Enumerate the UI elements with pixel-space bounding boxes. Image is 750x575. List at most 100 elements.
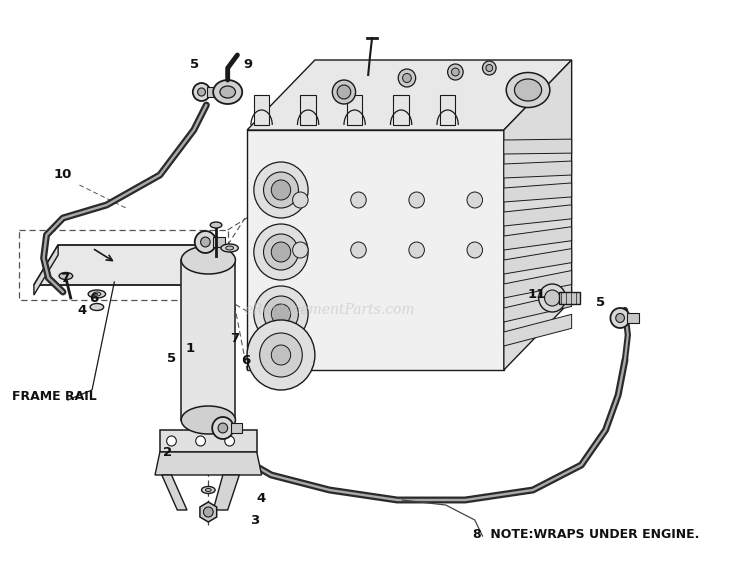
Circle shape [254, 286, 308, 342]
Polygon shape [162, 475, 187, 510]
Circle shape [247, 320, 315, 390]
Circle shape [225, 436, 235, 446]
Circle shape [212, 417, 233, 439]
Ellipse shape [182, 406, 236, 434]
Ellipse shape [226, 246, 233, 250]
Polygon shape [247, 60, 572, 130]
Circle shape [196, 436, 206, 446]
Polygon shape [504, 205, 572, 226]
Polygon shape [504, 248, 572, 274]
Circle shape [254, 162, 308, 218]
Circle shape [263, 296, 298, 332]
Circle shape [409, 192, 424, 208]
Text: 7: 7 [60, 271, 69, 285]
Polygon shape [504, 139, 572, 154]
Text: 1: 1 [186, 342, 195, 355]
Ellipse shape [506, 72, 550, 108]
Bar [207, 87, 219, 97]
Circle shape [351, 192, 366, 208]
Circle shape [254, 224, 308, 280]
Bar [440, 95, 455, 125]
Polygon shape [34, 245, 58, 295]
Ellipse shape [220, 86, 236, 98]
Text: 5: 5 [596, 296, 605, 309]
Bar [627, 313, 638, 323]
Circle shape [292, 192, 308, 208]
Circle shape [197, 88, 206, 96]
Text: 8  NOTE:WRAPS UNDER ENGINE.: 8 NOTE:WRAPS UNDER ENGINE. [472, 528, 699, 541]
Circle shape [260, 333, 302, 377]
Text: 10: 10 [53, 168, 72, 182]
Circle shape [398, 69, 416, 87]
Circle shape [482, 61, 496, 75]
Circle shape [203, 507, 213, 517]
Circle shape [263, 172, 298, 208]
Text: 6: 6 [89, 292, 98, 305]
Ellipse shape [88, 290, 106, 298]
Text: 2: 2 [163, 446, 172, 458]
Circle shape [166, 436, 176, 446]
Text: 3: 3 [250, 513, 259, 527]
Polygon shape [247, 130, 504, 370]
Circle shape [351, 242, 366, 258]
Circle shape [448, 64, 464, 80]
Ellipse shape [59, 273, 73, 279]
Ellipse shape [210, 222, 222, 228]
Circle shape [195, 231, 216, 253]
Text: 5: 5 [166, 351, 176, 365]
Text: eReplacementParts.com: eReplacementParts.com [244, 303, 415, 317]
Circle shape [610, 308, 630, 328]
Polygon shape [155, 452, 262, 475]
Circle shape [452, 68, 459, 76]
Polygon shape [504, 270, 572, 298]
Circle shape [467, 192, 482, 208]
Bar [346, 95, 362, 125]
Bar [254, 95, 269, 125]
Circle shape [292, 242, 308, 258]
Bar [300, 95, 316, 125]
Bar [393, 95, 409, 125]
Circle shape [409, 242, 424, 258]
Circle shape [272, 180, 291, 200]
Polygon shape [504, 315, 572, 346]
Polygon shape [34, 245, 213, 285]
Circle shape [193, 83, 210, 101]
Circle shape [272, 304, 291, 324]
Circle shape [538, 284, 566, 312]
Ellipse shape [206, 489, 212, 492]
Polygon shape [200, 502, 217, 522]
Polygon shape [213, 475, 239, 510]
Circle shape [616, 313, 625, 323]
Circle shape [272, 242, 291, 262]
Circle shape [486, 64, 493, 71]
Polygon shape [504, 60, 572, 370]
Bar [230, 423, 242, 433]
Circle shape [403, 74, 411, 82]
Polygon shape [504, 293, 572, 322]
Polygon shape [504, 183, 572, 202]
Bar [213, 237, 225, 247]
Ellipse shape [90, 304, 104, 310]
Text: FRAME RAIL: FRAME RAIL [12, 390, 97, 403]
Circle shape [467, 242, 482, 258]
Polygon shape [504, 161, 572, 178]
Bar [182, 260, 236, 420]
Circle shape [218, 423, 228, 433]
Text: 7: 7 [230, 332, 240, 344]
Circle shape [338, 85, 351, 99]
Ellipse shape [213, 80, 242, 104]
Circle shape [272, 345, 291, 365]
Circle shape [263, 234, 298, 270]
Bar [559, 292, 580, 304]
Text: 4: 4 [77, 304, 87, 316]
Ellipse shape [93, 292, 100, 296]
Ellipse shape [182, 246, 236, 274]
Text: 11: 11 [528, 289, 546, 301]
Text: 6: 6 [242, 354, 250, 366]
Circle shape [200, 237, 210, 247]
Text: 9: 9 [243, 58, 252, 71]
Ellipse shape [202, 486, 215, 493]
Circle shape [332, 80, 356, 104]
Text: 5: 5 [190, 58, 199, 71]
Circle shape [544, 290, 560, 306]
